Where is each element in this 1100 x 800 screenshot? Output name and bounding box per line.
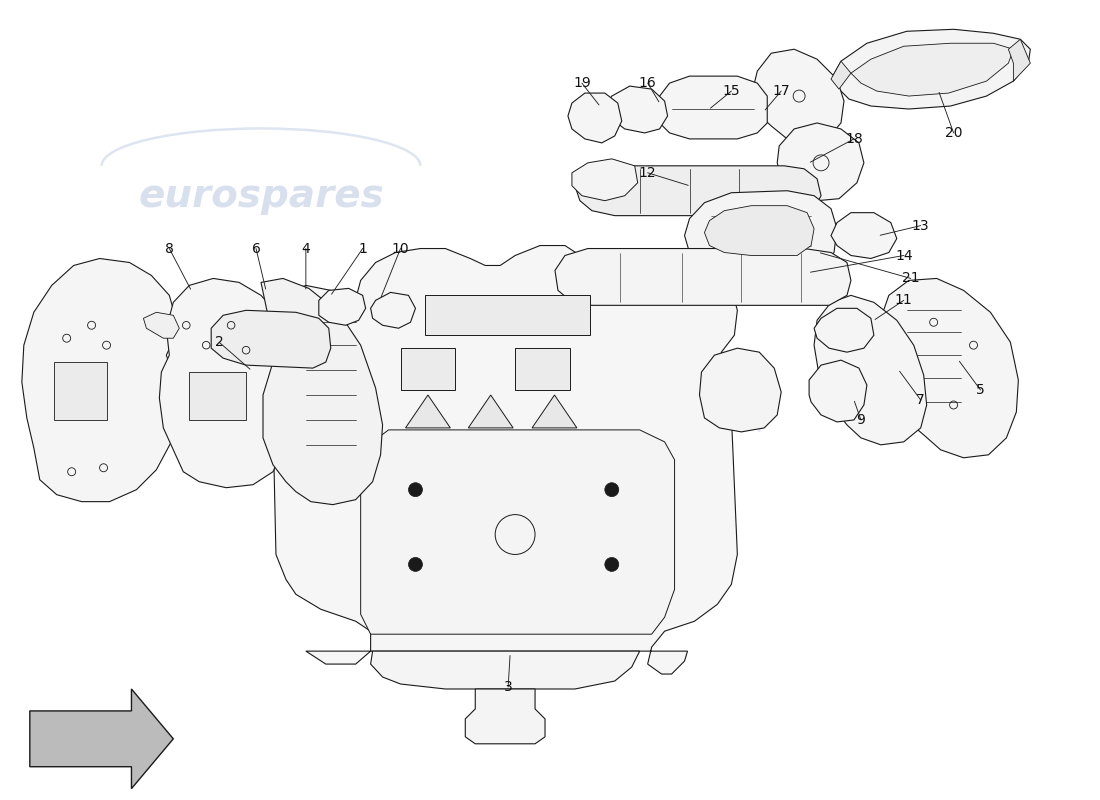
Text: 18: 18: [845, 132, 862, 146]
Polygon shape: [371, 651, 640, 689]
Polygon shape: [515, 348, 570, 390]
Text: 15: 15: [723, 84, 740, 98]
Polygon shape: [572, 159, 638, 201]
Text: eurospares: eurospares: [139, 177, 384, 214]
Polygon shape: [814, 308, 873, 352]
Polygon shape: [851, 43, 1013, 96]
Polygon shape: [361, 430, 674, 634]
Polygon shape: [532, 395, 576, 428]
Polygon shape: [319, 288, 365, 326]
Circle shape: [408, 482, 422, 497]
Polygon shape: [605, 86, 668, 133]
Polygon shape: [465, 689, 544, 744]
Polygon shape: [211, 350, 326, 432]
Polygon shape: [1009, 39, 1031, 81]
Polygon shape: [30, 689, 174, 789]
Text: 11: 11: [895, 294, 913, 307]
Polygon shape: [469, 395, 513, 428]
Polygon shape: [211, 310, 331, 368]
Polygon shape: [54, 362, 107, 420]
Polygon shape: [814, 295, 926, 445]
Text: 20: 20: [945, 126, 962, 140]
Circle shape: [408, 558, 422, 571]
Polygon shape: [143, 312, 179, 338]
Polygon shape: [189, 372, 246, 420]
Text: 21: 21: [902, 271, 920, 286]
Text: 2: 2: [214, 335, 223, 350]
Polygon shape: [556, 249, 851, 306]
Text: 12: 12: [639, 166, 657, 180]
Text: 19: 19: [573, 76, 591, 90]
Polygon shape: [400, 348, 455, 390]
Polygon shape: [426, 295, 590, 335]
Polygon shape: [261, 278, 383, 505]
Polygon shape: [751, 50, 844, 143]
Polygon shape: [830, 30, 1031, 109]
Polygon shape: [575, 166, 821, 216]
Polygon shape: [371, 292, 416, 328]
Text: 1: 1: [359, 242, 367, 255]
Polygon shape: [660, 76, 767, 139]
Text: 7: 7: [916, 393, 925, 407]
Circle shape: [605, 482, 619, 497]
Text: eurospares: eurospares: [427, 446, 673, 484]
Text: 4: 4: [301, 242, 310, 255]
Polygon shape: [810, 360, 867, 422]
Text: 17: 17: [772, 84, 790, 98]
Text: 9: 9: [857, 413, 866, 427]
Polygon shape: [22, 258, 176, 502]
Text: 13: 13: [912, 218, 930, 233]
Text: 6: 6: [252, 242, 261, 255]
Polygon shape: [271, 246, 737, 674]
Polygon shape: [189, 315, 249, 432]
Polygon shape: [160, 278, 286, 488]
Text: 5: 5: [976, 383, 984, 397]
Text: 8: 8: [165, 242, 174, 255]
Text: 3: 3: [504, 680, 513, 694]
Text: 16: 16: [639, 76, 657, 90]
Circle shape: [605, 558, 619, 571]
Polygon shape: [704, 206, 814, 255]
Polygon shape: [684, 190, 837, 270]
Polygon shape: [830, 61, 851, 89]
Text: 10: 10: [392, 242, 409, 255]
Polygon shape: [406, 395, 450, 428]
Text: 14: 14: [895, 249, 913, 262]
Polygon shape: [700, 348, 781, 432]
Polygon shape: [568, 93, 622, 143]
Polygon shape: [881, 278, 1019, 458]
Polygon shape: [830, 213, 896, 258]
Polygon shape: [778, 123, 864, 201]
